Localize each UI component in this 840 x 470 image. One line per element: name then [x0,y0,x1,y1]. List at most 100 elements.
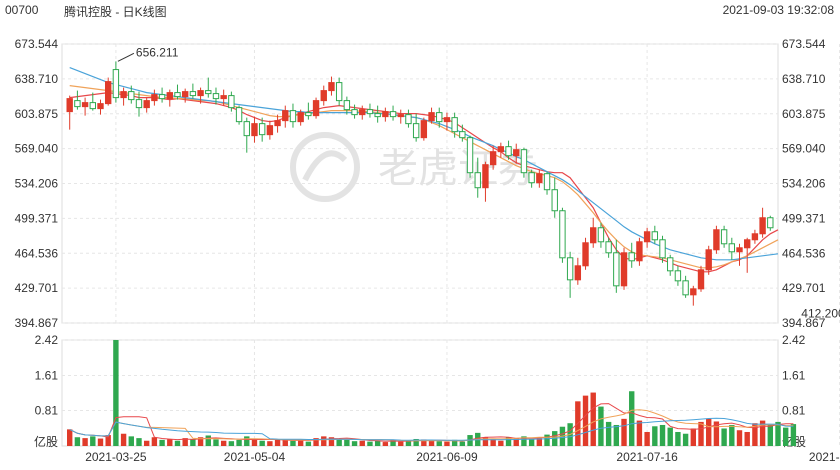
volume-bar [244,436,250,446]
volume-bar [290,440,296,446]
volume-bar [328,437,335,446]
volume-unit-left: 亿股 [34,434,58,449]
candle [436,107,443,128]
volume-bar [790,424,797,446]
volume-tick-label-left: 1.61 [35,368,59,382]
volume-tick-label-right: 0.81 [782,404,806,418]
price-tick-label-left: 499.371 [15,211,59,225]
volume-bar [582,395,589,446]
candle-body [582,242,589,267]
volume-bar [251,439,258,446]
candle-body [312,100,320,117]
volume-bar [297,440,304,446]
volume-bar [367,441,373,446]
price-tick-label-right: 673.544 [782,37,826,51]
candle-body [135,99,143,109]
candle-body [220,95,227,100]
price-tick-label-right: 603.875 [782,107,826,121]
annotation-leader [117,52,135,62]
candle [551,177,558,218]
candle [528,169,535,188]
candle [343,96,351,115]
candle [197,87,204,104]
watermark-logo-icon [290,132,360,202]
volume-bar [698,421,704,446]
x-tick-label: 2021-03-25 [85,450,147,464]
candle [713,225,720,254]
volume-bar [174,440,181,446]
candle [243,117,250,153]
candle [613,239,620,293]
candle [174,84,181,100]
candle-body [282,110,289,122]
volume-tick-label-left: 2.42 [35,333,59,347]
volume-bar [636,420,643,446]
candle-body [751,233,759,241]
volume-bar [629,391,635,446]
candle-body [728,243,736,253]
candle [289,103,297,128]
volume-bar [544,434,550,446]
candle [297,109,304,126]
candle [582,237,589,270]
candle [451,112,458,138]
candle [405,109,412,128]
candle [412,113,420,142]
candle-body [628,252,635,262]
candle [389,105,397,121]
volume-bar [236,439,242,446]
volume-bar [197,437,204,446]
candle [590,217,597,248]
volume-bar [528,438,535,446]
volume-bar [721,428,727,446]
candle [474,157,481,198]
candle [74,90,81,110]
price-tick-label-left: 638.710 [15,72,59,86]
volume-bar [120,433,127,446]
candle [205,77,212,98]
candle-body [235,107,243,123]
volume-bar [220,440,227,446]
price-tick-label-left: 394.867 [15,316,59,330]
watermark-logo-stroke [302,150,348,182]
candle-body [605,241,612,254]
volume-bar [305,441,312,446]
candle-body [574,265,582,281]
annotation-low-label: 412.200 [801,307,840,321]
candle [536,169,543,188]
candle-body [335,82,343,102]
volume-bar [313,438,319,446]
volume-bar [783,427,789,446]
volume-bar [344,439,350,446]
candle-body [297,112,304,123]
candle-body [104,81,112,105]
price-tick-label-right: 394.867 [782,316,826,330]
x-tick-label: 2021-05-04 [224,450,286,464]
candle-body [320,90,327,102]
volume-bar [713,421,720,446]
candle [282,105,289,128]
candle [620,247,628,290]
volume-bar [359,440,365,446]
candle-body [613,252,620,287]
volume-bar [498,440,504,446]
candle [189,83,197,99]
volume-bar [321,436,327,446]
candle [482,161,489,202]
volume-bar [513,438,519,446]
volume-bar [505,437,512,446]
x-tick-label: 2021-07-16 [616,450,678,464]
volume-bar [97,438,104,446]
volume-bar [706,418,712,446]
candle [566,251,574,298]
candle [674,265,682,286]
volume-bar [159,439,165,446]
candle [705,245,712,275]
candle-body [597,227,605,243]
volume-bar [351,441,358,446]
volume-bar [182,438,188,446]
volume-bar [74,437,81,446]
volume-bar [759,420,766,446]
candle-body [466,137,474,174]
